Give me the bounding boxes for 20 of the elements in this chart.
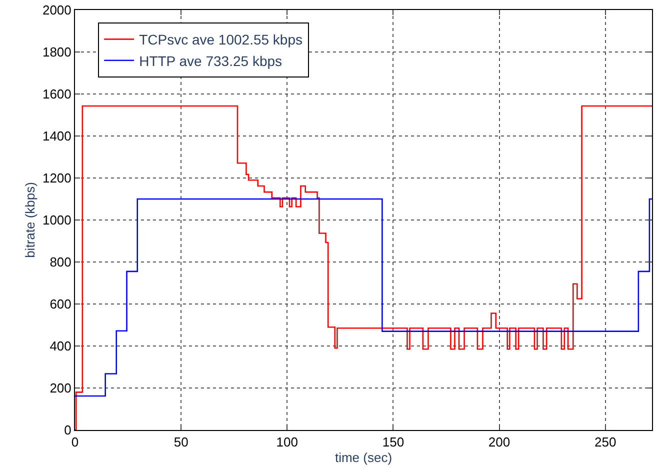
x-tick-label: 250 <box>594 434 616 450</box>
legend-label: TCPsvc ave 1002.55 kbps <box>139 32 302 48</box>
y-tick-label: 1800 <box>42 44 72 60</box>
y-tick-label: 1200 <box>42 170 72 186</box>
x-tick-label: 200 <box>488 434 510 450</box>
y-tick-label: 600 <box>50 296 72 312</box>
y-tick-label: 1600 <box>42 86 72 102</box>
y-tick-label: 1400 <box>42 128 72 144</box>
legend-label: HTTP ave 733.25 kbps <box>139 52 282 69</box>
y-tick-label: 2000 <box>42 2 72 18</box>
x-axis-title: time (sec) <box>334 450 392 466</box>
y-tick-label: 400 <box>50 338 72 354</box>
y-tick-label: 1000 <box>42 212 72 228</box>
y-tick-label: 800 <box>50 254 72 270</box>
y-axis-title: bitrate (kbps) <box>22 182 38 258</box>
y-tick-label: 0 <box>64 422 72 438</box>
x-tick-label: 100 <box>276 434 298 450</box>
y-tick-label: 200 <box>50 380 72 396</box>
x-tick-label: 50 <box>174 434 188 450</box>
x-tick-label: 150 <box>382 434 404 450</box>
